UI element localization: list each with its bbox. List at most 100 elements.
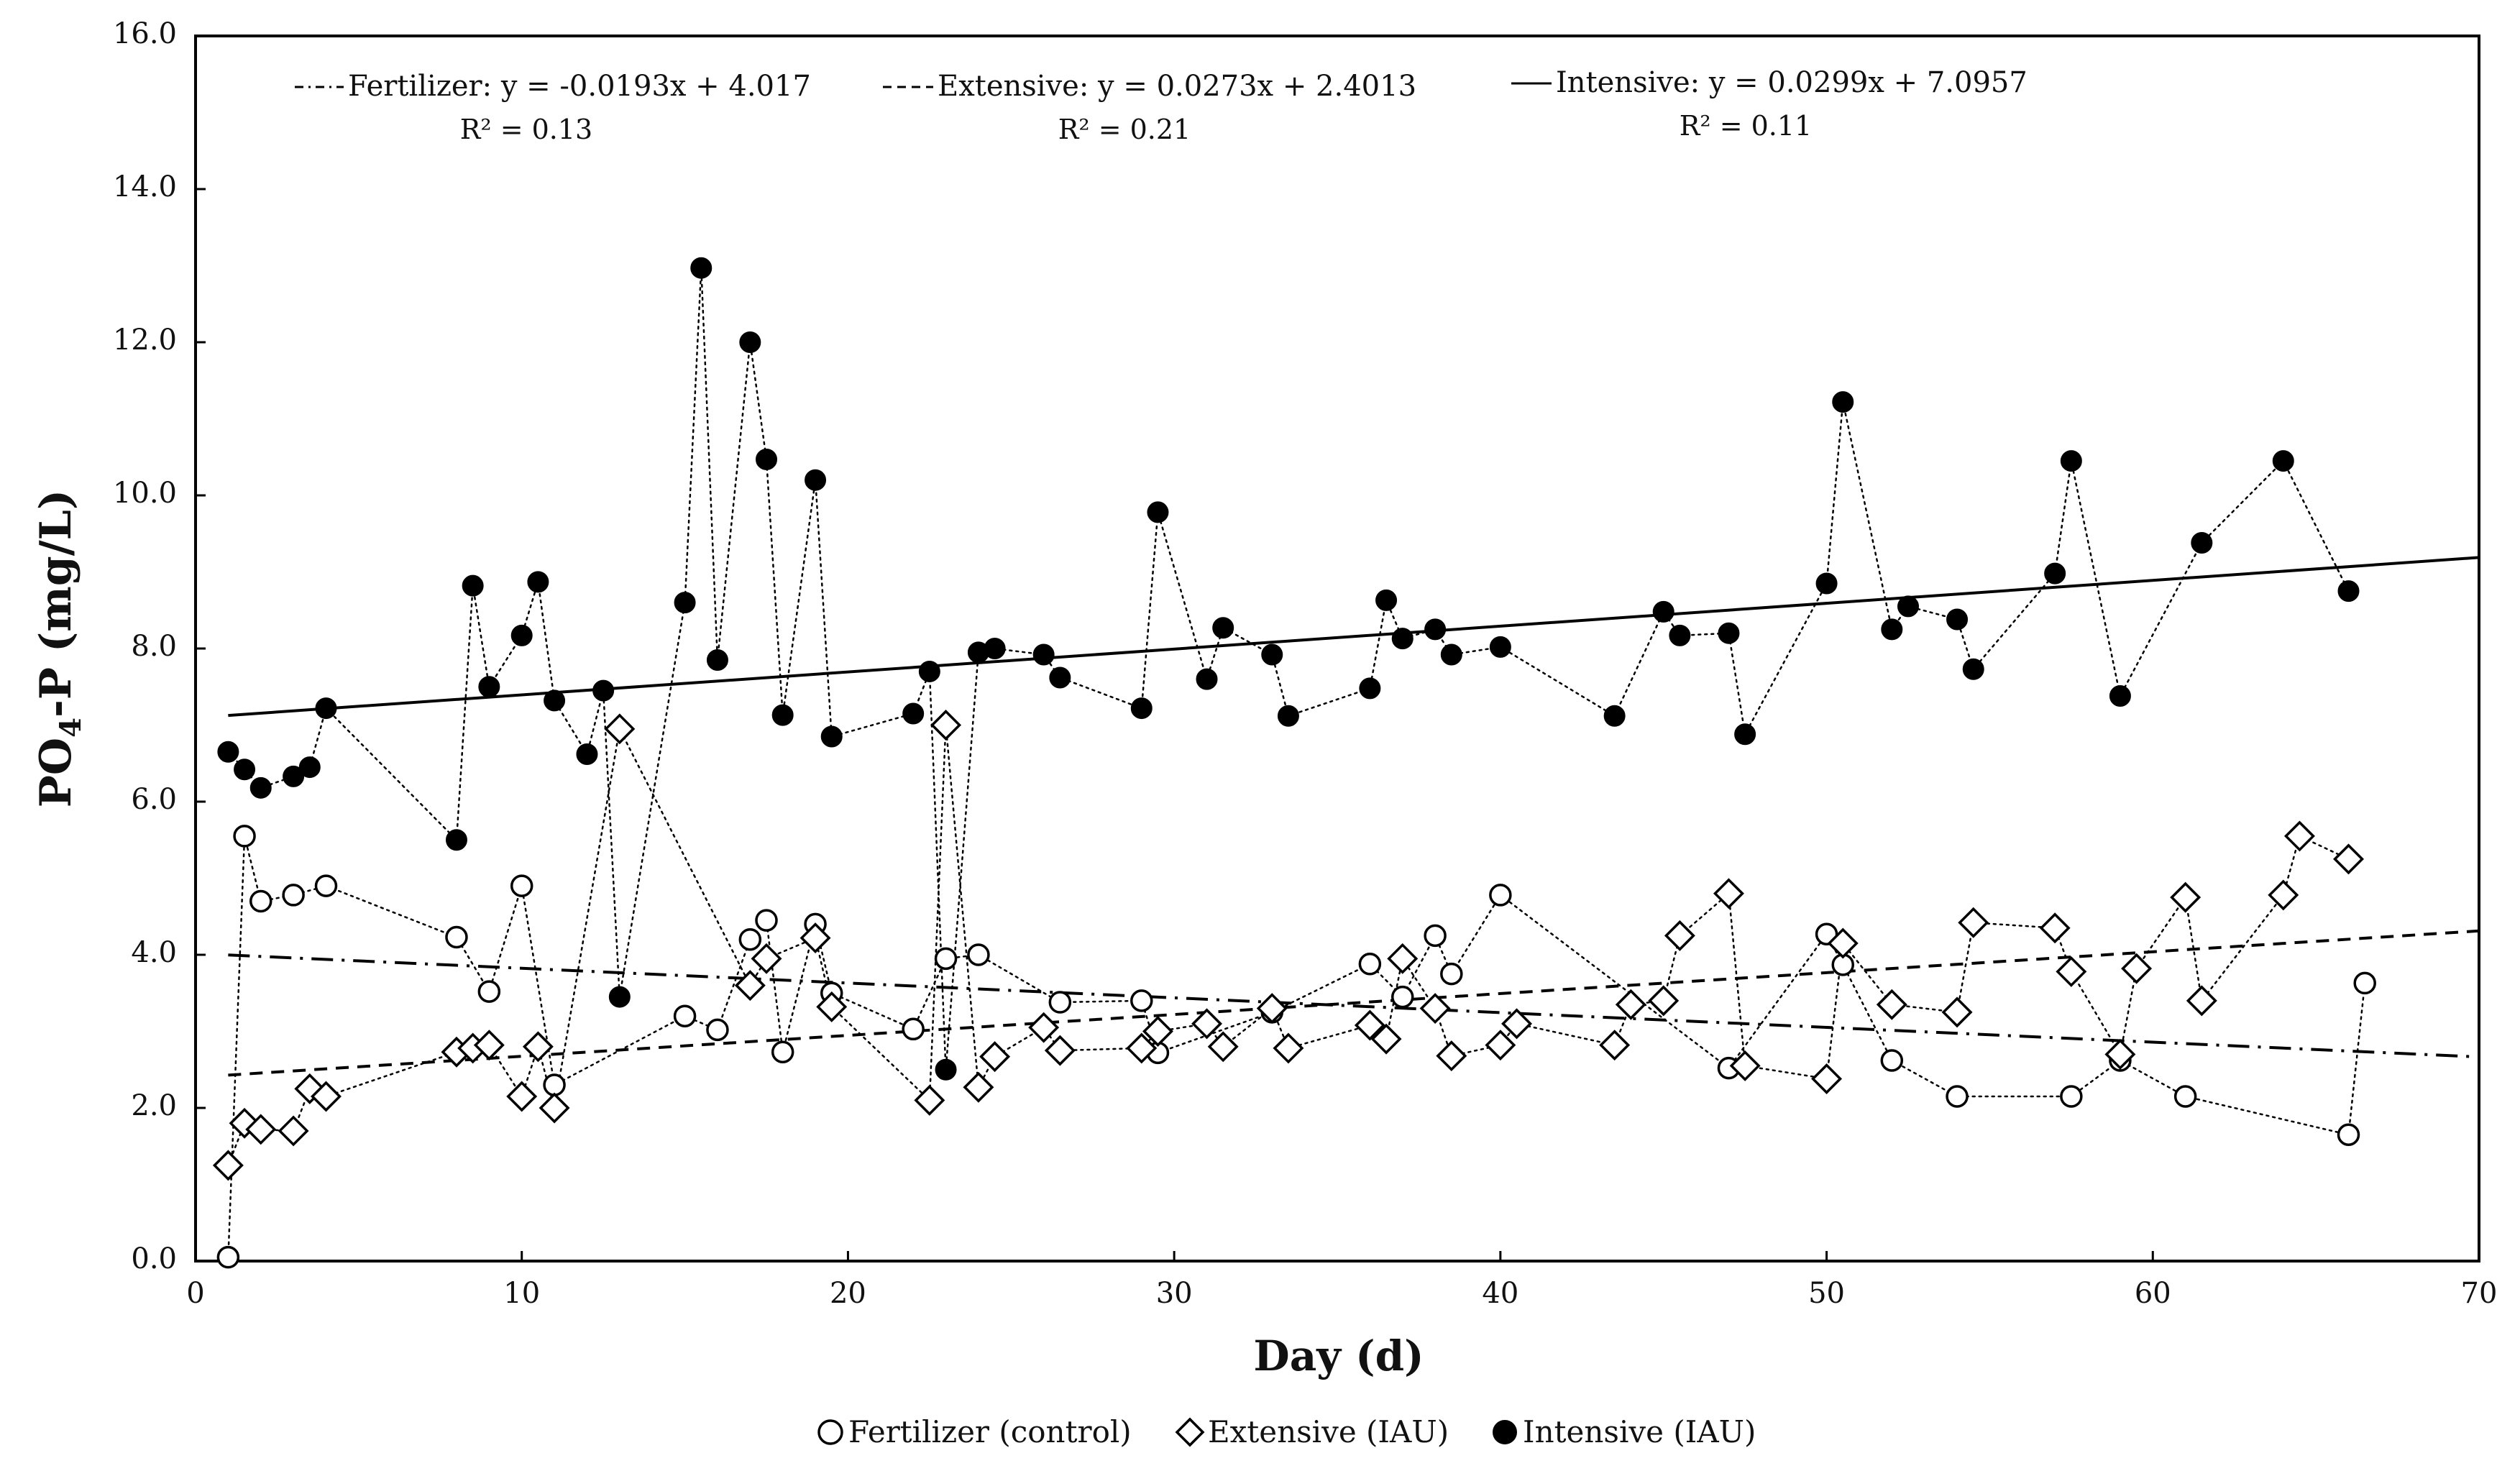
trend-annotation-extensive: Extensive: y = 0.0273x + 2.4013 R² = 0.2… xyxy=(883,70,1416,145)
legend-label-extensive: Extensive (IAU) xyxy=(1208,1414,1449,1449)
x-tick-label: 30 xyxy=(1156,1277,1193,1310)
data-point-extensive xyxy=(1044,1035,1076,1066)
data-point-fertilizer xyxy=(1424,924,1447,948)
data-point-fertilizer xyxy=(2173,1085,2197,1108)
data-point-intensive xyxy=(576,743,598,765)
data-point-intensive xyxy=(1424,618,1447,641)
series-line-extensive xyxy=(227,725,2350,1167)
x-tick-label: 10 xyxy=(503,1277,540,1310)
y-tick-label: 12.0 xyxy=(113,324,177,357)
data-point-fertilizer xyxy=(673,1004,697,1027)
data-point-fertilizer xyxy=(2353,971,2376,995)
y-tick-label: 6.0 xyxy=(131,783,177,816)
data-point-fertilizer xyxy=(755,909,778,932)
data-point-extensive xyxy=(473,1030,505,1061)
data-point-intensive xyxy=(1277,705,1299,727)
data-point-extensive xyxy=(1126,1032,1158,1064)
data-point-fertilizer xyxy=(934,947,958,971)
data-point-fertilizer xyxy=(216,1245,240,1269)
data-point-extensive xyxy=(1387,943,1419,974)
data-point-intensive xyxy=(1815,572,1838,595)
data-point-extensive xyxy=(245,1114,277,1145)
data-point-fertilizer xyxy=(233,825,256,848)
data-point-intensive xyxy=(1669,624,1691,646)
data-point-extensive xyxy=(963,1071,994,1103)
data-point-intensive xyxy=(756,448,777,470)
trend-equation-intensive: Intensive: y = 0.0299x + 7.0957 xyxy=(1556,66,2028,99)
data-point-extensive xyxy=(1664,920,1695,951)
trend-annotation-fertilizer: Fertilizer: y = -0.0193x + 4.017 R² = 0.… xyxy=(295,70,811,145)
data-point-extensive xyxy=(506,1081,538,1112)
data-point-extensive xyxy=(979,1041,1011,1073)
data-point-fertilizer xyxy=(510,874,533,897)
x-tick-label: 40 xyxy=(1482,1277,1518,1310)
data-point-fertilizer xyxy=(771,1040,794,1064)
data-point-fertilizer xyxy=(1880,1049,1904,1072)
y-tick-label: 4.0 xyxy=(131,936,177,969)
data-point-intensive xyxy=(1130,697,1153,720)
data-point-extensive xyxy=(1713,878,1744,909)
legend-marker-fertilizer xyxy=(817,1419,843,1445)
x-tick-label: 70 xyxy=(2461,1277,2498,1310)
y-tick-label: 16.0 xyxy=(113,17,177,50)
data-point-extensive xyxy=(734,970,766,1002)
data-point-extensive xyxy=(1256,993,1288,1025)
legend: Fertilizer (control) Extensive (IAU) Int… xyxy=(817,1414,1756,1449)
data-point-intensive xyxy=(1391,628,1414,650)
trend-equation-extensive: Extensive: y = 0.0273x + 2.4013 xyxy=(938,70,1416,103)
data-point-intensive xyxy=(462,574,484,597)
data-point-extensive xyxy=(2333,843,2364,875)
data-point-extensive xyxy=(2104,1038,2136,1070)
data-point-intensive xyxy=(234,759,256,781)
data-point-intensive xyxy=(902,702,925,725)
data-point-intensive xyxy=(510,624,533,646)
data-point-extensive xyxy=(522,1031,554,1063)
data-point-extensive xyxy=(1207,1031,1239,1063)
legend-label-intensive: Intensive (IAU) xyxy=(1523,1414,1756,1449)
data-point-fertilizer xyxy=(967,943,990,966)
data-point-extensive xyxy=(1436,1040,1467,1072)
x-tick-label: 60 xyxy=(2135,1277,2171,1310)
data-point-intensive xyxy=(1440,643,1462,666)
data-point-extensive xyxy=(751,943,782,974)
data-point-intensive xyxy=(1832,391,1854,413)
data-point-intensive xyxy=(315,697,337,720)
legend-marker-intensive xyxy=(1493,1420,1517,1444)
data-point-extensive xyxy=(1811,1063,1843,1095)
trendline-layer xyxy=(228,556,2480,1077)
data-point-extensive xyxy=(1142,1016,1173,1047)
data-point-intensive xyxy=(249,776,272,799)
data-point-intensive xyxy=(2060,450,2082,472)
data-point-intensive xyxy=(478,676,500,698)
data-point-extensive xyxy=(1191,1008,1222,1040)
y-axis-label-subscript: 4 xyxy=(54,718,88,738)
data-point-fertilizer xyxy=(1390,985,1414,1009)
data-point-fertilizer xyxy=(282,884,305,907)
data-point-fertilizer xyxy=(2337,1123,2360,1147)
data-point-intensive xyxy=(298,756,321,779)
data-point-intensive xyxy=(1261,643,1283,666)
data-point-intensive xyxy=(2044,562,2066,585)
data-point-extensive xyxy=(212,1150,244,1181)
data-point-intensive xyxy=(217,741,239,763)
data-point-intensive xyxy=(739,331,761,353)
data-point-extensive xyxy=(1648,985,1680,1017)
data-point-extensive xyxy=(2056,956,2087,987)
trend-r2-fertilizer: R² = 0.13 xyxy=(460,114,592,145)
data-point-intensive xyxy=(805,469,827,491)
data-point-fertilizer xyxy=(1130,989,1153,1012)
data-point-extensive xyxy=(2268,879,2299,911)
data-point-intensive xyxy=(1147,501,1169,523)
data-point-intensive xyxy=(445,829,467,851)
data-point-extensive xyxy=(278,1115,309,1147)
data-point-extensive xyxy=(1419,993,1451,1025)
data-point-extensive xyxy=(1599,1030,1631,1061)
x-axis-label: Day (d) xyxy=(1253,1332,1424,1380)
data-point-fertilizer xyxy=(249,889,272,913)
data-point-extensive xyxy=(2283,820,2315,852)
data-point-intensive xyxy=(674,592,696,614)
data-point-extensive xyxy=(539,1092,570,1124)
data-point-extensive xyxy=(1876,989,1907,1020)
data-point-extensive xyxy=(2170,881,2201,913)
